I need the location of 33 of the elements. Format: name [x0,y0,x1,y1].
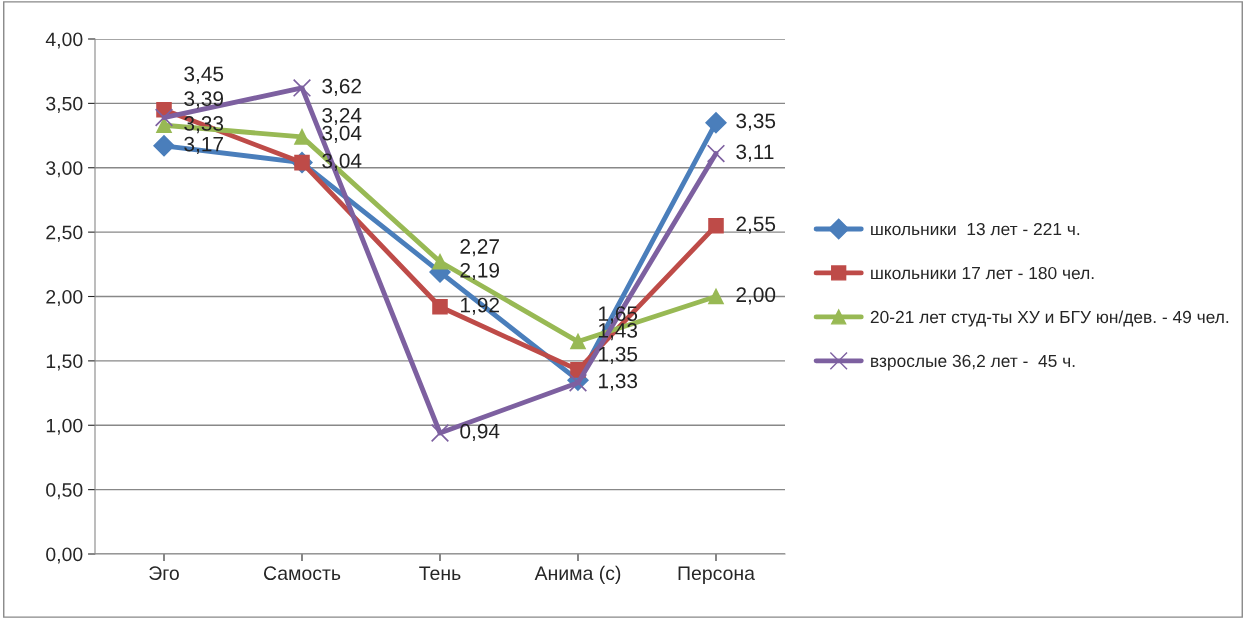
data-label: 2,55 [736,216,776,234]
x-tick-label: Персона [678,566,755,584]
legend-label: школьники 13 лет - 221 ч. [871,222,1080,236]
data-label: 3,45 [184,66,224,84]
y-tick-label: 0,50 [46,483,83,500]
data-label: 2,27 [460,239,499,257]
y-tick-label: 2,00 [46,289,83,307]
data-label: 3,11 [736,144,774,162]
legend-label: взрослые 36,2 лет - 45 ч. [871,354,1075,371]
data-label: 2,19 [460,262,499,281]
y-tick-label: 4,00 [45,32,83,49]
data-label: 0,94 [460,423,500,442]
data-label: 1,35 [599,346,638,365]
data-label: 3,24 [322,107,362,126]
x-tick-label: Эго [149,566,179,581]
data-label: 1,33 [599,373,638,391]
data-label: 3,39 [184,91,223,109]
y-tick-label: 3,50 [46,96,83,113]
y-tick-label: 2,50 [46,225,83,242]
data-label: 3,62 [322,78,361,96]
legend-label: школьники 17 лет - 180 чел. [871,266,1094,280]
y-tick-label: 3,00 [46,161,83,178]
y-tick-label: 1,00 [46,418,83,435]
y-tick-label: 0,00 [46,547,83,564]
data-label: 3,04 [322,125,362,143]
legend-label: 20-21 лет студ-ты ХУ и БГУ юн/дев. - 49 чел. [870,310,1229,327]
data-label: 3,35 [736,113,776,131]
x-tick-label: Тень [419,566,461,581]
x-tick-label: Анима (с) [534,565,621,584]
x-tick-label: Самость [263,566,341,581]
data-label: 2,00 [736,287,776,305]
data-label: 3,33 [184,116,224,134]
y-tick-label: 1,50 [46,354,83,371]
